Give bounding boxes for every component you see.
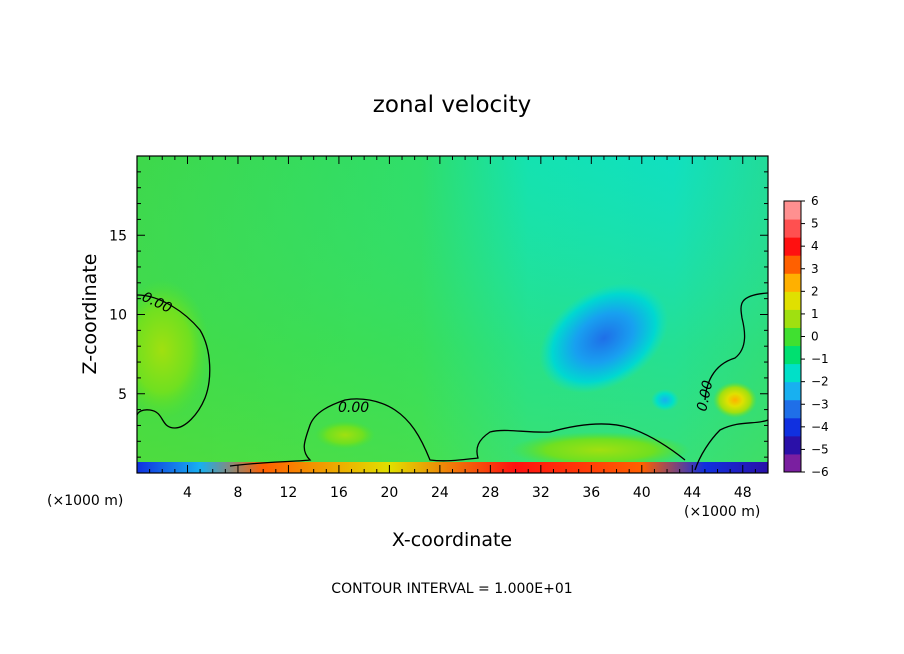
x-unit-right: (×1000 m) [684,504,760,520]
plot-frame [136,155,769,474]
feature-max-left [137,280,210,420]
contour-zero-right [694,292,768,471]
y-tick-label: 10 [109,308,127,324]
x-tick-marks [136,156,769,473]
x-tick-label: 24 [431,485,449,501]
x-tick-label: 4 [183,485,192,501]
field-shading [137,156,768,473]
colorbar-swatch [784,309,801,328]
colorbar-labels: 6 5 4 3 2 1 0 −1 −2 −3 −4 −5 −6 [801,194,829,479]
x-tick-label: 36 [582,485,600,501]
colorbar-swatch [784,273,801,292]
contour-zero-left [137,294,211,429]
colorbar-swatch [784,363,801,383]
colorbar-swatch [784,381,801,401]
colorbar-swatch [784,255,801,274]
heatmap-field [137,156,768,473]
colorbar-label: 1 [811,307,819,321]
y-tick-marks [137,171,768,458]
x-tick-label: 44 [683,485,701,501]
y-axis-label: Z-coordinate [79,254,101,375]
colorbar-swatch [784,201,801,220]
contour-zero-bottom [229,398,686,467]
contour-interval-note: CONTOUR INTERVAL = 1.000E+01 [331,581,572,597]
x-tick-label: 16 [330,485,348,501]
x-tick-labels: 4 8 12 16 20 24 28 32 36 40 44 48 [183,485,752,501]
x-tick-label: 8 [233,485,242,501]
colorbar-label: −6 [811,465,829,479]
x-tick-label: 28 [481,485,499,501]
colorbar-label: 3 [811,262,819,276]
x-tick-label: 48 [734,485,752,501]
colorbar-swatch [784,327,801,347]
feature-max-right [713,382,757,418]
y-tick-labels: 5 10 15 [109,228,127,403]
y-tick-label: 5 [118,387,127,403]
colorbar-label: 6 [811,194,819,208]
colorbar-swatch [784,237,801,256]
colorbar-swatch [784,219,801,238]
x-tick-label: 32 [532,485,550,501]
colorbar-label: −2 [811,375,829,389]
feature-lower-yellow [510,432,690,468]
x-axis-label: X-coordinate [392,529,512,551]
colorbar-swatch [784,399,801,419]
feature-min-right [651,389,679,411]
colorbar-swatch [784,345,801,365]
x-tick-label: 20 [380,485,398,501]
feature-mid-yellow [315,421,375,449]
colorbar-swatch [784,291,801,310]
contour-label-middle: 0.00 [338,400,369,416]
x-tick-label: 40 [633,485,651,501]
colorbar-label: −4 [811,420,829,434]
x-unit-left: (×1000 m) [47,493,123,509]
chart-title: zonal velocity [373,92,531,118]
colorbar-label: −3 [811,397,829,411]
colorbar-label: 0 [811,330,819,344]
colorbar-label: −5 [811,442,829,456]
colorbar-label: 4 [811,239,819,253]
colorbar-swatch [784,453,801,473]
colorbar-label: 2 [811,284,819,298]
colorbar-label: −1 [811,352,829,366]
contour-label-right: 0.00 [694,379,716,413]
colorbar [783,200,802,473]
colorbar-swatch [784,417,801,437]
surface-band [137,462,768,473]
y-tick-label: 15 [109,228,127,244]
colorbar-label: 5 [811,217,819,231]
colorbar-swatch [784,435,801,455]
feature-min-core [539,282,669,394]
x-tick-label: 12 [280,485,298,501]
